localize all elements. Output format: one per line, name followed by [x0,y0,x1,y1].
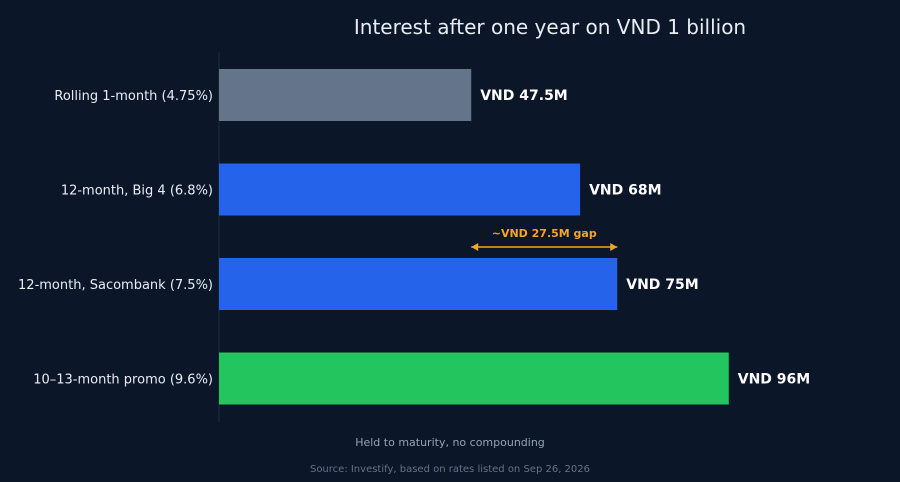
annotation-label: ~VND 27.5M gap [492,227,597,240]
bar [219,163,581,216]
chart-subtitle: Held to maturity, no compounding [355,436,545,449]
value-label: VND 47.5M [480,88,568,104]
annotation-arrow-left [471,243,479,251]
labels-layer: Rolling 1-month (4.75%) VND 47.5M 12-month… [18,88,810,388]
annotation-arrow-right [610,243,618,251]
value-label: VND 96M [738,372,810,388]
bars-layer [219,69,729,405]
bar [219,352,729,405]
category-label: 12-month, Big 4 (6.8%) [61,184,213,199]
category-label: 10–13-month promo (9.6%) [33,373,213,388]
chart-title: Interest after one year on VND 1 billion [354,15,746,39]
category-label: 12-month, Sacombank (7.5%) [18,278,213,293]
bar [219,69,472,121]
annotation-layer: ~VND 27.5M gap [471,227,618,251]
bar [219,258,618,310]
chart-source: Source: Investify, based on rates listed… [310,464,590,475]
value-label: VND 68M [589,183,661,199]
value-label: VND 75M [626,277,698,293]
category-label: Rolling 1-month (4.75%) [54,89,213,104]
